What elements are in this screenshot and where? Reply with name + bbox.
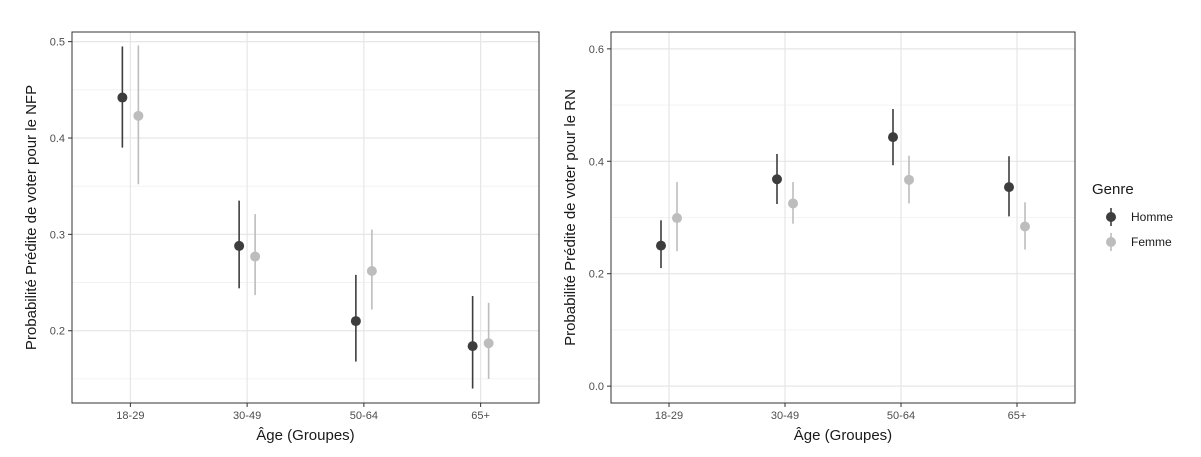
legend-label: Femme: [1131, 235, 1172, 249]
panel-border: [610, 31, 1076, 404]
y-tick-label: 0.2: [589, 269, 604, 281]
data-point: [350, 316, 361, 327]
data-point: [467, 341, 478, 352]
data-point: [1004, 182, 1014, 193]
data-point: [788, 198, 798, 209]
legend: Genre Homme Femme: [1092, 181, 1173, 251]
y-tick-label: 0.2: [50, 326, 65, 338]
data-point: [234, 240, 245, 251]
data-point: [656, 240, 666, 251]
legend-items: Homme Femme: [1106, 208, 1173, 251]
x-tick-label: 18-29: [655, 410, 683, 422]
chart-nfp: 0.2 0.3 0.4 0.5 18-29 30-49 50-64 65+ Âge (Group…: [23, 31, 540, 444]
legend-key-point: [1106, 212, 1116, 222]
y-tick-label: 0.6: [589, 44, 604, 56]
y-tick-label: 0.5: [50, 37, 65, 49]
data-point: [250, 251, 261, 262]
chart-rn: 0.0 0.2 0.4 0.6 18-29 30-49 50-64 65+ Âge (Group…: [562, 31, 1076, 444]
x-axis-title: Âge (Groupes): [794, 427, 892, 444]
y-tick-label: 0.0: [589, 381, 604, 393]
y-tick-label: 0.4: [50, 133, 65, 145]
x-tick-label: 65+: [1008, 410, 1027, 422]
data-point: [133, 110, 144, 121]
data-point: [1020, 221, 1030, 232]
data-point: [366, 265, 377, 276]
x-tick-label: 65+: [471, 410, 490, 422]
panel-border: [71, 31, 540, 404]
y-axis-title: Probabilité Prédite de voter pour le NFP: [23, 85, 40, 350]
x-tick-label: 50-64: [350, 410, 378, 422]
data-point: [672, 213, 682, 224]
data-point: [888, 132, 898, 143]
y-tick-label: 0.3: [50, 229, 65, 241]
data-point: [904, 174, 914, 185]
legend-key-point: [1106, 237, 1116, 247]
x-tick-label: 30-49: [233, 410, 261, 422]
x-axis-title: Âge (Groupes): [256, 427, 354, 444]
x-tick-label: 18-29: [116, 410, 144, 422]
legend-title: Genre: [1092, 181, 1134, 198]
legend-label: Homme: [1131, 210, 1173, 224]
y-axis-title: Probabilité Prédite de voter pour le RN: [562, 89, 579, 346]
data-point: [483, 338, 494, 349]
data-point: [117, 92, 128, 103]
x-tick-label: 30-49: [771, 410, 799, 422]
y-tick-label: 0.4: [589, 156, 604, 168]
data-point: [772, 174, 782, 185]
x-tick-label: 50-64: [887, 410, 915, 422]
